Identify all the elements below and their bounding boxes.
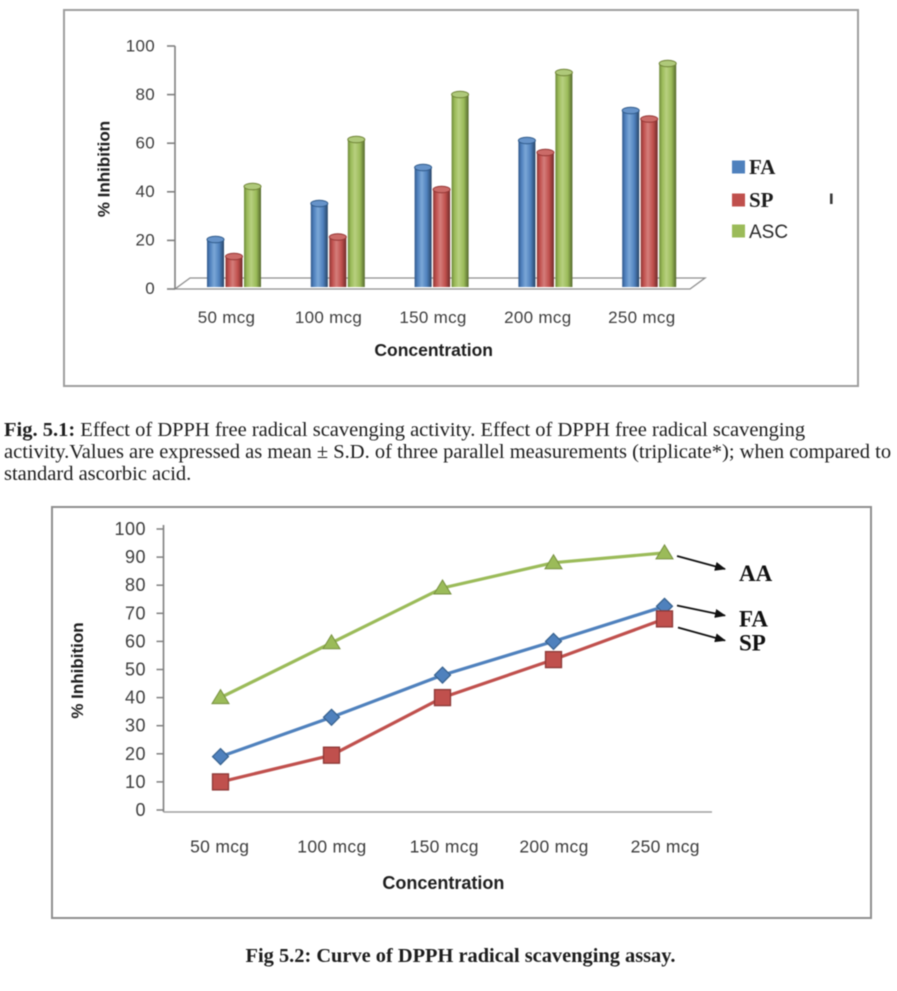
svg-text:FA: FA xyxy=(739,607,768,632)
svg-text:250 mcg: 250 mcg xyxy=(631,837,700,857)
svg-text:200 mcg: 200 mcg xyxy=(504,308,571,327)
svg-text:AA: AA xyxy=(739,561,773,586)
svg-text:Concentration: Concentration xyxy=(382,873,504,893)
svg-text:90: 90 xyxy=(125,547,146,567)
svg-text:50: 50 xyxy=(125,660,146,680)
svg-text:200 mcg: 200 mcg xyxy=(519,837,588,857)
svg-text:50 mcg: 50 mcg xyxy=(190,837,249,857)
svg-text:250 mcg: 250 mcg xyxy=(608,308,675,327)
svg-text:10: 10 xyxy=(125,772,146,792)
svg-text:60: 60 xyxy=(135,134,155,153)
svg-text:30: 30 xyxy=(125,716,146,736)
svg-text:0: 0 xyxy=(135,800,146,820)
svg-text:% Inhibition: % Inhibition xyxy=(95,121,114,217)
svg-text:% Inhibition: % Inhibition xyxy=(68,622,87,718)
svg-text:SP: SP xyxy=(739,631,766,656)
svg-text:40: 40 xyxy=(125,688,146,708)
svg-text:60: 60 xyxy=(125,631,146,651)
svg-text:70: 70 xyxy=(125,603,146,623)
svg-text:100: 100 xyxy=(114,519,146,539)
svg-text:50 mcg: 50 mcg xyxy=(198,308,256,327)
svg-text:80: 80 xyxy=(135,85,155,104)
svg-text:100 mcg: 100 mcg xyxy=(295,308,362,327)
svg-text:150 mcg: 150 mcg xyxy=(410,837,479,857)
svg-text:20: 20 xyxy=(135,231,155,250)
svg-text:20: 20 xyxy=(125,744,146,764)
svg-text:SP: SP xyxy=(749,188,774,212)
svg-text:100: 100 xyxy=(126,37,155,56)
svg-text:80: 80 xyxy=(125,575,146,595)
svg-text:100 mcg: 100 mcg xyxy=(297,837,366,857)
svg-text:40: 40 xyxy=(135,182,155,201)
svg-text:150 mcg: 150 mcg xyxy=(399,308,466,327)
svg-text:Concentration: Concentration xyxy=(374,340,493,360)
svg-text:FA: FA xyxy=(749,155,776,179)
svg-text:ASC: ASC xyxy=(749,222,788,243)
svg-text:0: 0 xyxy=(145,279,155,298)
